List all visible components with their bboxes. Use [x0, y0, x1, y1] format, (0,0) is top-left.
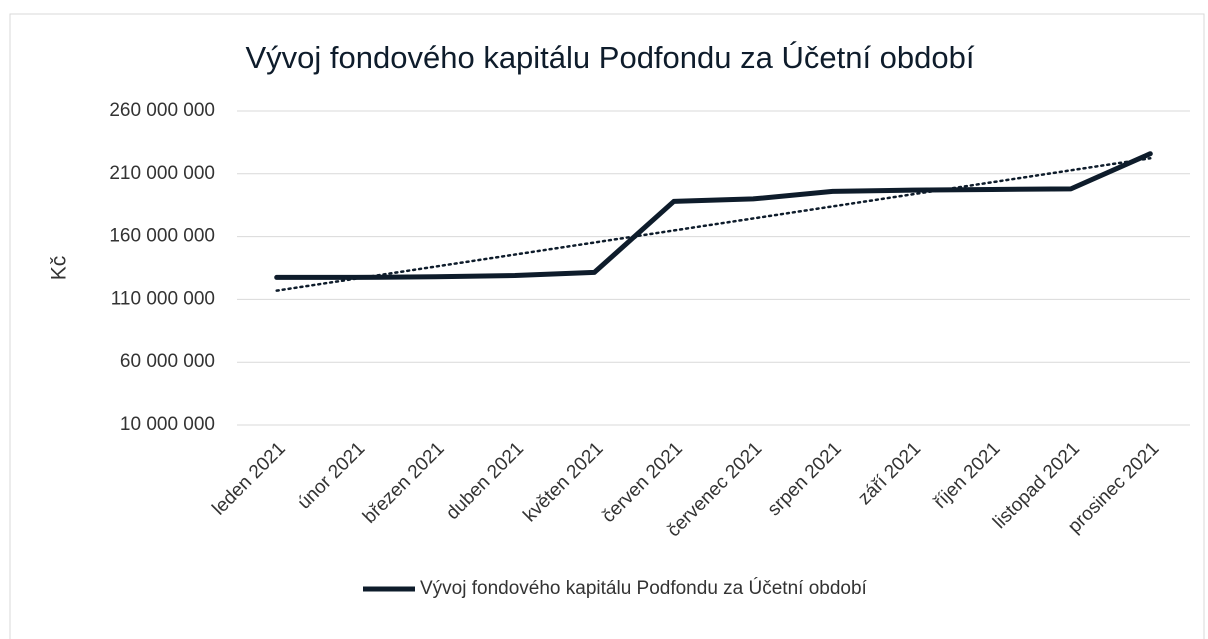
y-axis-label: Kč — [48, 256, 71, 281]
x-tick-label: únor 2021 — [294, 438, 369, 513]
x-tick-label: leden 2021 — [208, 438, 289, 519]
x-tick-label: duben 2021 — [442, 438, 528, 524]
x-tick-label: březen 2021 — [359, 438, 449, 528]
trendline — [275, 157, 1152, 292]
x-tick-label: říjen 2021 — [930, 438, 1005, 513]
chart-title: Vývoj fondového kapitálu Podfondu za Úče… — [245, 40, 974, 75]
y-tick-label: 60 000 000 — [120, 351, 215, 372]
line — [274, 151, 1153, 280]
y-tick-label: 10 000 000 — [120, 414, 215, 435]
y-tick-label: 160 000 000 — [109, 226, 215, 247]
y-tick-label: 210 000 000 — [109, 163, 215, 184]
y-tick-label: 110 000 000 — [111, 288, 215, 309]
legend-label: Vývoj fondového kapitálu Podfondu za Úče… — [420, 578, 867, 599]
chart-border — [9, 13, 1205, 639]
x-tick-label: srpen 2021 — [764, 438, 846, 520]
x-tick-label: červen 2021 — [598, 438, 687, 527]
y-tick-label: 260 000 000 — [109, 100, 215, 121]
x-tick-label: září 2021 — [854, 438, 925, 509]
x-tick-label: květen 2021 — [519, 438, 607, 526]
